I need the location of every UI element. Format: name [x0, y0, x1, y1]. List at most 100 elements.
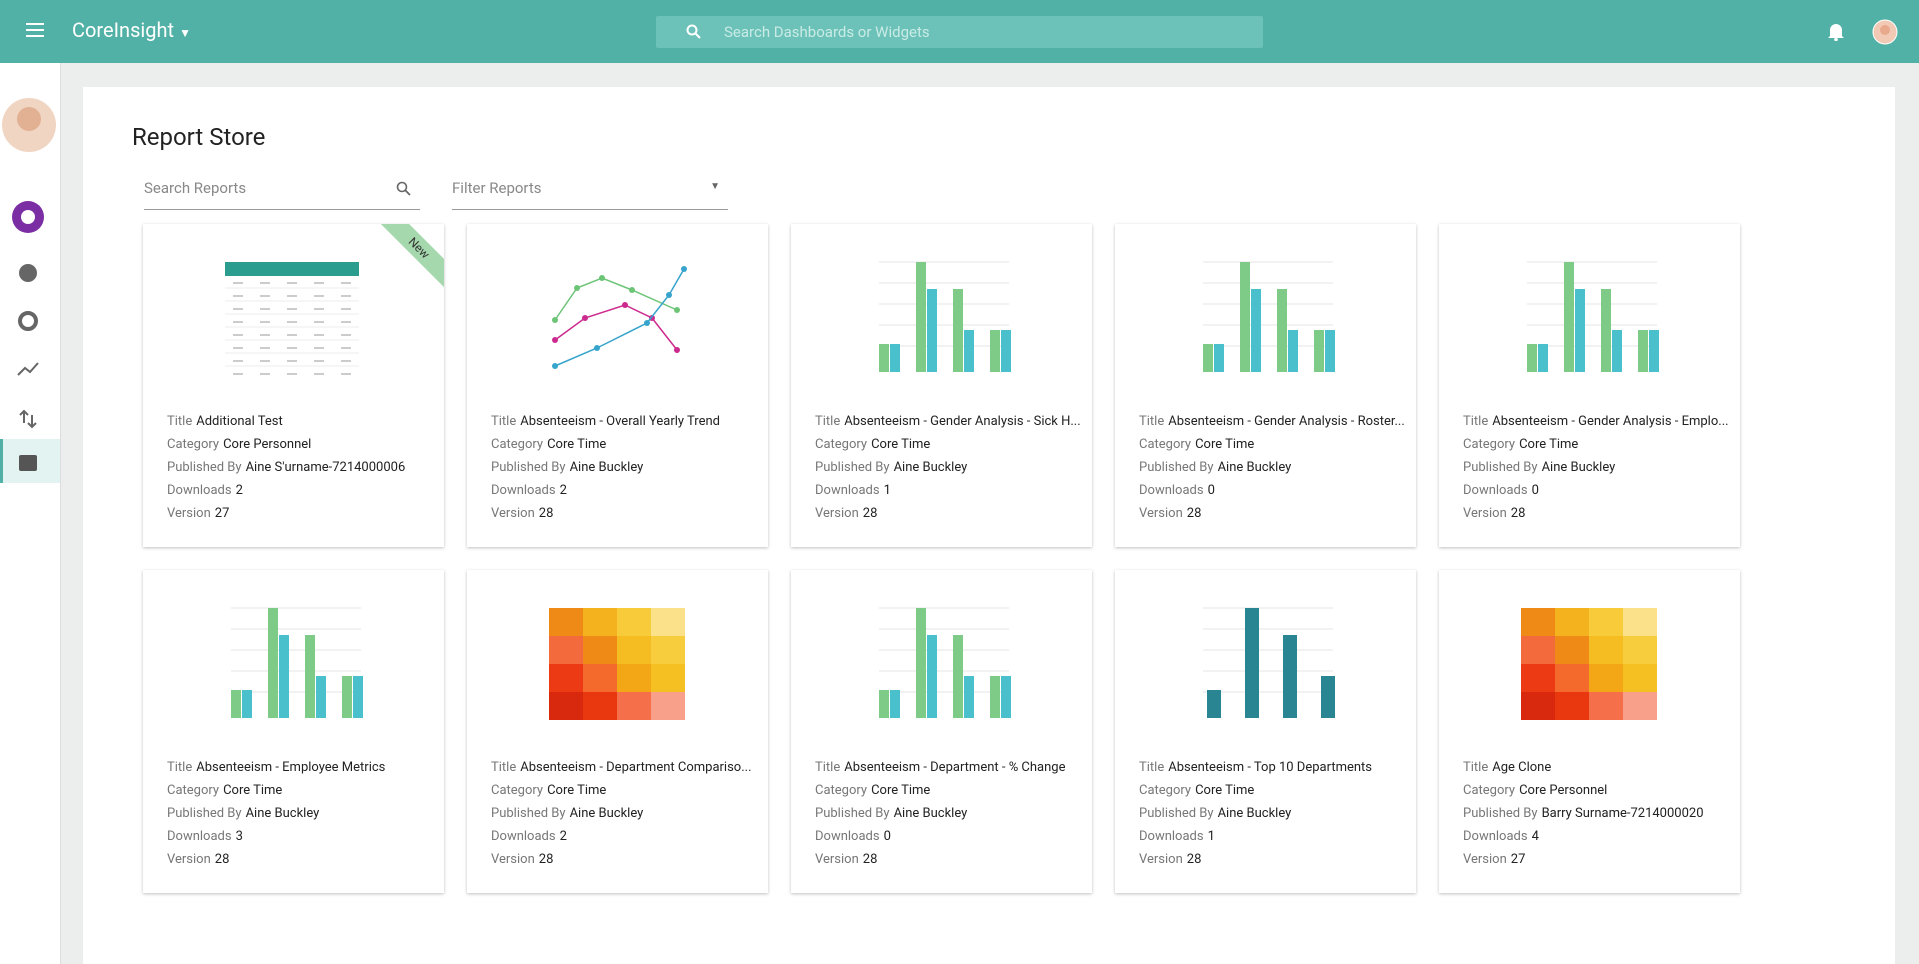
global-search[interactable]: Search Dashboards or Widgets	[656, 16, 1263, 48]
report-thumbnail	[1203, 261, 1335, 372]
report-filter[interactable]: Filter Reports ▼	[452, 179, 728, 210]
thumb-bar	[1601, 289, 1611, 372]
field-label: Category	[815, 783, 868, 798]
field-value: 28	[862, 506, 878, 521]
field-label: Title	[167, 760, 193, 775]
table-cell	[260, 308, 270, 310]
thumb-bar	[879, 344, 889, 372]
field-label: Published By	[491, 806, 566, 821]
report-title: Title Absenteeism - Department Compariso.…	[491, 760, 752, 775]
heat-cell	[549, 608, 583, 636]
table-cell	[287, 347, 297, 349]
report-card[interactable]: Title Absenteeism - Top 10 Departments Cat…	[1115, 570, 1416, 893]
field-label: Published By	[1463, 460, 1538, 475]
field-value: Additional Test	[196, 414, 283, 429]
report-title: Title Absenteeism - Employee Metrics	[167, 760, 385, 775]
field-label: Version	[491, 506, 535, 521]
field-label: Published By	[167, 460, 242, 475]
nav-trends[interactable]	[17, 362, 39, 376]
report-card[interactable]: Title Absenteeism - Department Compariso.…	[467, 570, 768, 893]
heat-cell	[583, 664, 617, 692]
report-category: Category Core Time	[815, 783, 930, 798]
report-card[interactable]: New Title Additional Test Category Core Pers…	[143, 224, 444, 547]
thumb-bar	[1638, 330, 1648, 372]
field-label: Version	[1463, 506, 1507, 521]
report-thumbnail	[1521, 608, 1657, 720]
field-value: Aine Buckley	[1541, 460, 1616, 475]
table-cell	[341, 347, 351, 349]
report-title: Title Absenteeism - Overall Yearly Trend	[491, 414, 720, 429]
field-value: Core Time	[547, 783, 607, 798]
search-icon	[686, 24, 701, 39]
thumb-bar	[1001, 676, 1011, 718]
heat-cell	[617, 664, 651, 692]
report-version: Version 28	[1139, 852, 1201, 867]
brand-name: CoreInsight	[72, 18, 175, 42]
field-value: Aine S'urname-7214000006	[245, 460, 406, 475]
report-card[interactable]: Title Absenteeism - Department - % Change…	[791, 570, 1092, 893]
thumb-bar	[1277, 289, 1287, 372]
heat-cell	[617, 692, 651, 720]
notifications[interactable]	[1826, 21, 1846, 41]
thumb-bar	[268, 608, 278, 718]
report-published-by: Published By Aine Buckley	[1139, 806, 1291, 821]
table-cell	[314, 360, 324, 362]
report-search[interactable]: Search Reports	[144, 179, 420, 210]
field-label: Title	[1463, 414, 1489, 429]
report-card[interactable]: Title Absenteeism - Gender Analysis - Sic…	[791, 224, 1092, 547]
menu-button[interactable]	[26, 22, 46, 38]
report-category: Category Core Time	[491, 783, 606, 798]
new-badge: New	[373, 224, 444, 294]
thumb-bar	[916, 262, 926, 372]
report-thumbnail	[225, 262, 359, 375]
thumb-dot	[666, 292, 672, 298]
field-label: Category	[491, 437, 544, 452]
nav-dashboards[interactable]	[19, 264, 37, 282]
table-cell	[287, 282, 297, 284]
field-label: Downloads	[1463, 829, 1528, 844]
table-cell	[314, 308, 324, 310]
user-avatar[interactable]	[1872, 19, 1898, 45]
report-thumbnail	[879, 607, 1011, 718]
report-search-placeholder: Search Reports	[144, 179, 247, 197]
report-published-by: Published By Aine Buckley	[815, 460, 967, 475]
heat-cell	[1555, 692, 1589, 720]
field-label: Category	[167, 437, 220, 452]
field-label: Category	[1139, 437, 1192, 452]
report-category: Category Core Time	[1139, 783, 1254, 798]
report-version: Version 28	[491, 506, 553, 521]
thumb-dot	[644, 320, 650, 326]
thumb-bar	[1283, 635, 1297, 718]
report-downloads: Downloads 0	[1139, 483, 1215, 498]
report-card[interactable]: Title Absenteeism - Gender Analysis - Ros…	[1115, 224, 1416, 547]
field-value: Aine Buckley	[1217, 460, 1292, 475]
report-card[interactable]: Title Absenteeism - Overall Yearly Trend C…	[467, 224, 768, 547]
thumb-bar	[1538, 344, 1548, 372]
nav-settings[interactable]	[18, 311, 38, 331]
thumb-bar	[916, 608, 926, 718]
heat-cell	[583, 608, 617, 636]
table-cell	[260, 321, 270, 323]
table-cell	[233, 321, 243, 323]
table-cell	[233, 334, 243, 336]
field-label: Title	[1139, 760, 1165, 775]
field-label: Version	[167, 852, 211, 867]
report-downloads: Downloads 0	[815, 829, 891, 844]
report-card[interactable]: Title Absenteeism - Employee Metrics Categ…	[143, 570, 444, 893]
field-value: Core Time	[1195, 783, 1255, 798]
report-card[interactable]: Title Absenteeism - Gender Analysis - Emp…	[1439, 224, 1740, 547]
field-value: Core Time	[871, 437, 931, 452]
sidebar	[0, 63, 61, 964]
heat-cell	[549, 636, 583, 664]
table-cell	[314, 334, 324, 336]
field-value: Absenteeism - Gender Analysis - Sick H..…	[844, 414, 1081, 429]
report-card[interactable]: Title Age Clone Category Core Personnel Publ…	[1439, 570, 1740, 893]
field-label: Version	[1139, 506, 1183, 521]
thumb-bar	[890, 344, 900, 372]
nav-transfer[interactable]	[19, 409, 37, 429]
report-thumbnail	[231, 607, 363, 718]
thumb-bar	[279, 635, 289, 718]
table-cell	[260, 347, 270, 349]
field-label: Title	[815, 760, 841, 775]
brand[interactable]: CoreInsight ▼	[72, 18, 191, 42]
